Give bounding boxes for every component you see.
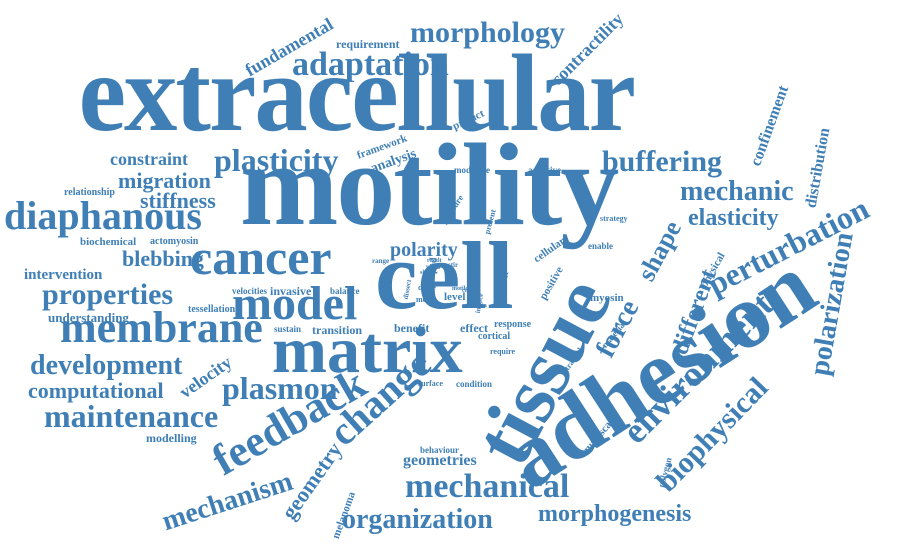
word-membrane: membrane [60,303,263,352]
word-morphology: morphology [410,16,566,49]
word-mode: mode [416,295,435,304]
word-elasticity: elasticity [688,205,779,231]
word-computational: computational [28,378,164,403]
word-myosin: myosin [590,292,624,304]
word-range: range [372,257,390,265]
word-motility: motility [240,119,619,250]
word-effect: effect [460,321,488,335]
word-transition: transition [312,323,363,337]
word-motile: motile [452,286,468,292]
word-development: development [30,350,183,381]
word-surface: surface [418,379,443,388]
word-require: require [490,347,516,356]
word-organization: organization [342,504,493,535]
word-cost: cost [462,303,472,309]
word-properties: properties [42,278,174,311]
word-requirement: requirement [336,37,400,51]
word-mechanical: mechanical [405,468,570,505]
word-shape: shape [631,215,688,286]
word-enable: enable [588,241,614,251]
word-intervention: intervention [24,267,103,283]
word-condition: condition [456,379,493,389]
word-extracellular: extracellular [78,32,636,154]
word-drive: drive [418,283,436,292]
word-matrix: matrix [272,314,463,387]
word-strategy: strategy [600,214,628,223]
word-invasive: invasive [270,284,312,298]
word-confinement: confinement [747,83,793,169]
word-distribution: distribution [802,126,834,210]
word-understanding: understanding [48,310,129,325]
word-geometries: geometries [403,452,477,469]
word-benefit: benefit [394,321,430,335]
word-mechanic: mechanic [680,176,794,207]
word-cortical: cortical [478,331,511,342]
word-velocities: velocities [232,286,267,296]
word-plasmon: plasmon [222,370,338,406]
word-sustain: sustain [274,324,302,334]
word-actin: actin [474,303,487,309]
word-blebbing: blebbing [122,246,204,271]
word-cancer: cancer [190,229,332,285]
word-vitro: vitro [426,263,441,271]
word-maintenance: maintenance [44,398,219,434]
word-cell-small: cell [462,288,471,294]
word-stir: stir [448,261,459,269]
word-adaptation: adaptation [292,46,449,83]
word-response: response [494,319,532,330]
word-polarity: polarity [390,239,458,261]
word-stiffness: stiffness [140,188,216,213]
word-biochemical: biochemical [80,236,137,248]
word-modulate: modulate [454,165,490,175]
word-diaphanous: diaphanous [4,193,202,238]
word-plasticity: plasticity [214,142,339,178]
word-tessellation: tessellation [188,304,236,315]
word-shift: shift [420,270,432,276]
word-balance: balance [330,286,360,296]
word-constraint: constraint [110,149,188,169]
word-migration: migration [118,168,211,193]
word-buffering: buffering [602,145,722,178]
word-relationship: relationship [64,187,115,198]
word-actomyosin: actomyosin [150,236,199,247]
word-morphogenesis: morphogenesis [538,501,692,527]
word-cell: cell [375,222,514,329]
word-level: level [444,291,466,303]
word-adhesive: adhesive [528,165,562,175]
word-model: model [232,277,358,330]
word-modelling: modelling [146,431,197,445]
word-result: result [427,258,442,264]
word-behaviour: behaviour [420,445,460,455]
